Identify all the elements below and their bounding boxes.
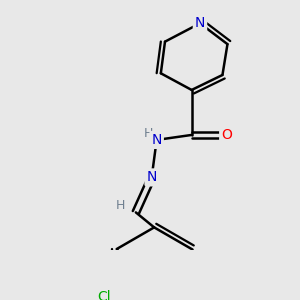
Text: H: H <box>144 127 153 140</box>
Text: N: N <box>195 16 205 30</box>
Text: Cl: Cl <box>97 290 111 300</box>
Text: O: O <box>221 128 232 142</box>
Text: H: H <box>116 199 125 212</box>
Text: N: N <box>152 133 162 147</box>
Text: N: N <box>146 170 157 184</box>
